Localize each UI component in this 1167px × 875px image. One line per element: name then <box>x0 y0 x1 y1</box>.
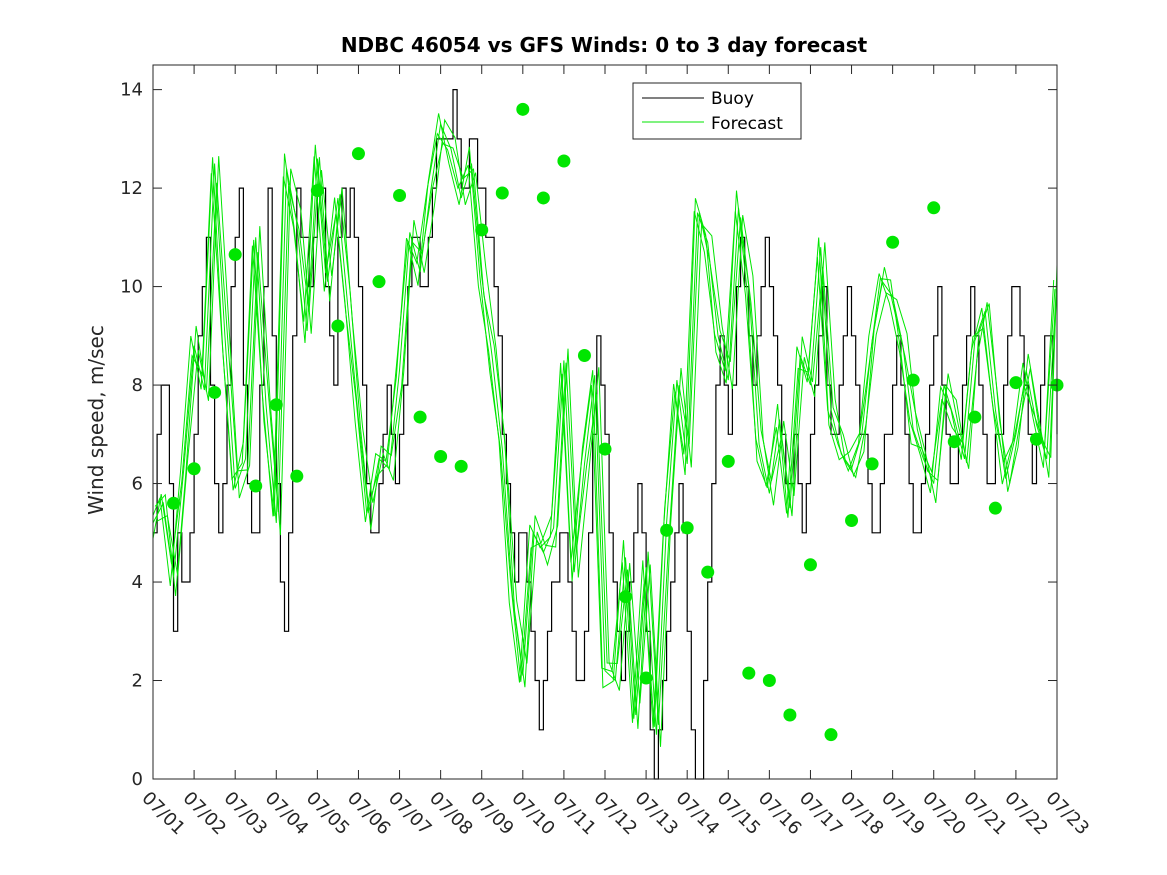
forecast-marker <box>906 373 920 387</box>
forecast-marker <box>701 565 715 579</box>
forecast-marker <box>619 590 633 604</box>
forecast-marker <box>803 558 817 572</box>
y-tick-label: 8 <box>132 375 143 396</box>
forecast-marker <box>762 674 776 688</box>
series-forecast-line <box>152 132 1055 729</box>
forecast-marker <box>208 385 222 399</box>
forecast-marker <box>557 154 571 168</box>
forecast-marker <box>968 410 982 424</box>
forecast-marker <box>351 147 365 161</box>
y-tick-label: 10 <box>120 277 143 298</box>
forecast-marker <box>845 513 859 527</box>
forecast-marker <box>393 188 407 202</box>
forecast-marker <box>249 479 263 493</box>
legend: Buoy Forecast <box>632 82 802 140</box>
forecast-marker <box>1029 432 1043 446</box>
y-tick-label: 4 <box>132 572 143 593</box>
legend-box <box>632 82 802 140</box>
forecast-marker <box>988 501 1002 515</box>
plot-area <box>152 89 1064 780</box>
forecast-marker <box>434 449 448 463</box>
forecast-marker <box>228 248 242 262</box>
forecast-marker <box>331 319 345 333</box>
forecast-marker <box>269 398 283 412</box>
forecast-marker <box>783 708 797 722</box>
y-tick-label: 6 <box>132 474 143 495</box>
forecast-marker <box>824 728 838 742</box>
plot-frame <box>152 64 1058 780</box>
y-tick-label: 2 <box>132 671 143 692</box>
forecast-marker <box>947 435 961 449</box>
forecast-marker <box>310 184 324 198</box>
series-buoy-line <box>153 89 1058 780</box>
forecast-marker <box>639 671 653 685</box>
forecast-marker <box>454 459 468 473</box>
y-axis: 0 2 4 6 8 10 12 14 <box>120 80 1057 790</box>
forecast-marker <box>886 235 900 249</box>
series-forecast-line <box>156 118 1058 747</box>
forecast-marker <box>536 191 550 205</box>
forecast-marker <box>660 523 674 537</box>
forecast-marker <box>516 102 530 116</box>
forecast-marker <box>413 410 427 424</box>
forecast-marker <box>187 462 201 476</box>
series-forecast-line <box>152 122 1058 735</box>
forecast-marker <box>372 275 386 289</box>
forecast-marker <box>290 469 304 483</box>
forecast-marker <box>167 496 181 510</box>
forecast-marker <box>721 454 735 468</box>
forecast-marker <box>680 521 694 535</box>
forecast-marker <box>742 666 756 680</box>
forecast-marker <box>475 223 489 237</box>
y-tick-label: 12 <box>120 178 143 199</box>
forecast-marker <box>865 457 879 471</box>
y-tick-label: 0 <box>132 769 143 790</box>
forecast-marker <box>495 186 509 200</box>
y-tick-label: 14 <box>120 80 143 101</box>
forecast-marker <box>927 201 941 215</box>
chart-title: NDBC 46054 vs GFS Winds: 0 to 3 day fore… <box>341 33 868 57</box>
y-axis-label: Wind speed, m/sec <box>84 325 108 515</box>
forecast-marker <box>577 349 591 363</box>
legend-buoy-label: Buoy <box>711 89 754 109</box>
legend-forecast-label: Forecast <box>711 114 783 134</box>
forecast-marker <box>1009 376 1023 390</box>
forecast-marker <box>598 442 612 456</box>
